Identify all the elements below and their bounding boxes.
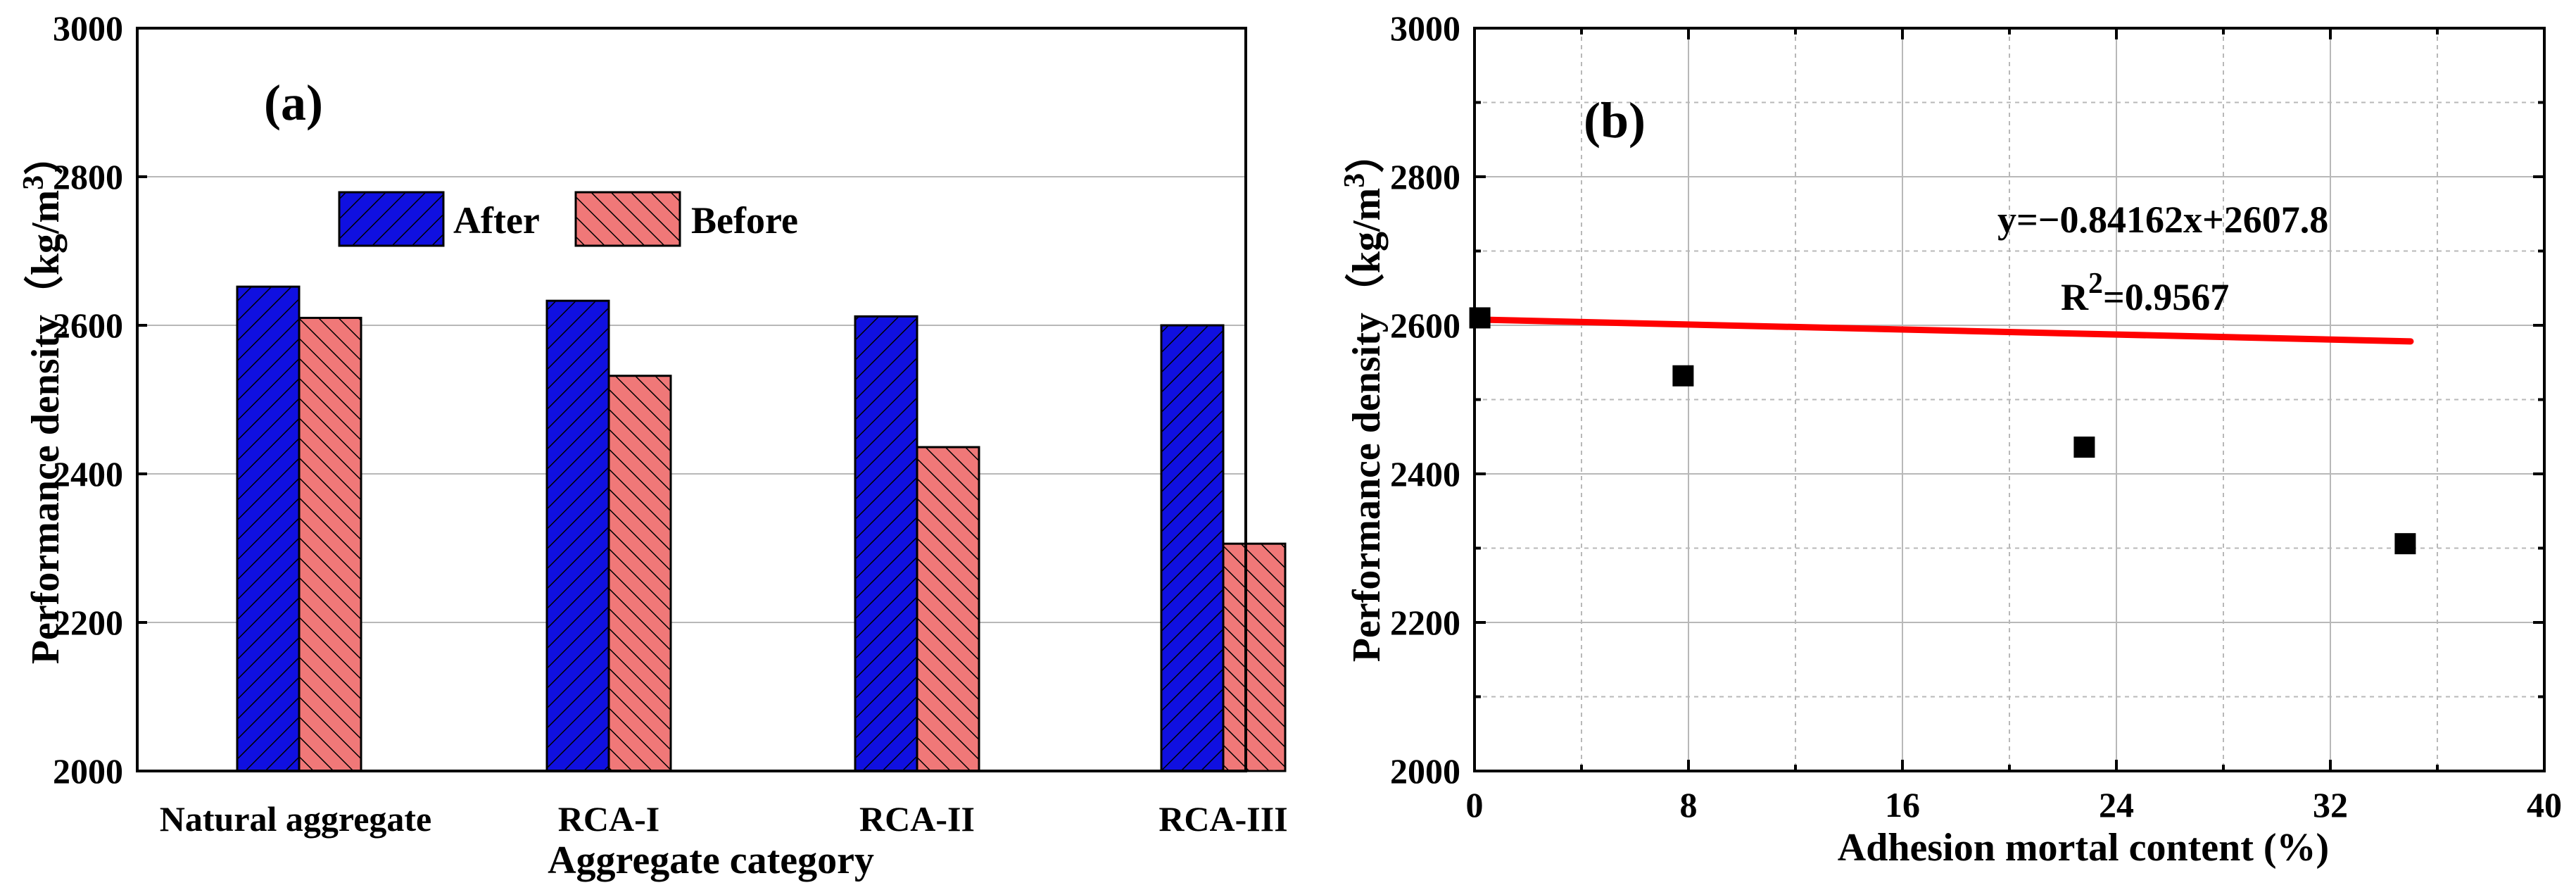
y-tick-label: 3000 <box>53 8 123 48</box>
x-tick-label: RCA-III <box>1158 799 1287 839</box>
x-axis-label: Adhesion mortal content (%) <box>1838 826 2329 870</box>
y-axis-ticks: 2000 2200 2400 2600 2800 3000 <box>1390 8 2544 791</box>
y-axis-label-close: ） <box>1344 134 1389 173</box>
data-point <box>2394 533 2416 555</box>
x-tick-label: Natural aggregate <box>160 799 431 839</box>
bar-chart-panel: 2000 2200 2400 2600 2800 3000 Natural aggrega… <box>18 8 1288 882</box>
y-tick-label: 2000 <box>53 751 123 791</box>
x-tick-label: 16 <box>1885 785 1920 825</box>
r-squared-label: R <box>2061 276 2089 318</box>
panel-label: (a) <box>264 75 323 131</box>
y-tick-label: 2800 <box>1390 157 1460 196</box>
y-axis-label-main: Performance density <box>24 315 68 664</box>
bar-before <box>916 446 980 772</box>
y-tick-label: 2400 <box>1390 454 1460 494</box>
y-axis-label-main: Performance density <box>1345 313 1389 662</box>
fit-line <box>1471 316 2414 345</box>
legend-swatch-before <box>574 191 681 247</box>
legend-label-after: After <box>453 199 540 242</box>
y-axis-label-close: ） <box>23 136 68 175</box>
plot-frame <box>136 27 1247 772</box>
y-axis-label-unit: （kg/m <box>23 190 68 315</box>
bar-after <box>545 299 610 772</box>
y-tick-label: 3000 <box>1390 8 1460 48</box>
data-point <box>1469 307 1491 329</box>
y-axis-label: Performance density（kg/m3） <box>1339 134 1389 662</box>
y-axis-label-sup: 3 <box>18 175 50 190</box>
y-tick-label: 2600 <box>1390 306 1460 345</box>
bar-after <box>236 285 301 772</box>
x-tick-label: 0 <box>1466 785 1484 825</box>
r-squared: R2=0.9567 <box>2061 268 2229 318</box>
bar-after <box>1160 324 1225 772</box>
y-tick-label: 2600 <box>53 306 123 345</box>
y-axis-label-unit: （kg/m <box>1344 188 1389 313</box>
legend-label-before: Before <box>691 199 798 242</box>
y-tick-label: 2800 <box>53 157 123 196</box>
y-tick-label: 2200 <box>53 603 123 642</box>
y-tick-label: 2400 <box>53 454 123 494</box>
bar-before <box>298 316 362 772</box>
x-tick-label: RCA-I <box>558 799 659 839</box>
bar-before <box>1222 542 1287 772</box>
y-tick-label: 2000 <box>1390 751 1460 791</box>
y-tick-label: 2200 <box>1390 603 1460 642</box>
bar-before <box>607 375 672 772</box>
y-axis-ticks: 2000 2200 2400 2600 2800 3000 <box>53 8 147 791</box>
r-squared-value: =0.9567 <box>2103 276 2229 318</box>
r-squared-sup: 2 <box>2088 268 2103 300</box>
regression-line <box>1471 316 2414 345</box>
fit-equation: y=−0.84162x+2607.8 <box>1997 199 2328 241</box>
x-tick-label: 24 <box>2099 785 2134 825</box>
panel-label: (b) <box>1584 92 1646 149</box>
x-tick-label: RCA-II <box>859 799 975 839</box>
x-tick-label: 8 <box>1680 785 1698 825</box>
bar-series <box>236 285 1287 772</box>
plot-frame <box>1473 27 2546 772</box>
y-axis-label-sup: 3 <box>1339 173 1371 188</box>
x-tick-label: 32 <box>2313 785 2348 825</box>
data-point <box>1672 365 1694 387</box>
x-axis-ticks: Natural aggregate RCA-I RCA-II RCA-III <box>160 799 1288 839</box>
bar-after <box>854 315 918 772</box>
x-axis-label: Aggregate category <box>548 839 874 882</box>
legend: After Before <box>338 191 798 247</box>
legend-swatch-after <box>338 191 445 247</box>
data-point <box>2073 437 2095 458</box>
data-points <box>1469 307 2416 555</box>
x-tick-label: 40 <box>2527 785 2562 825</box>
y-axis-label: Performance density（kg/m3） <box>18 136 68 664</box>
